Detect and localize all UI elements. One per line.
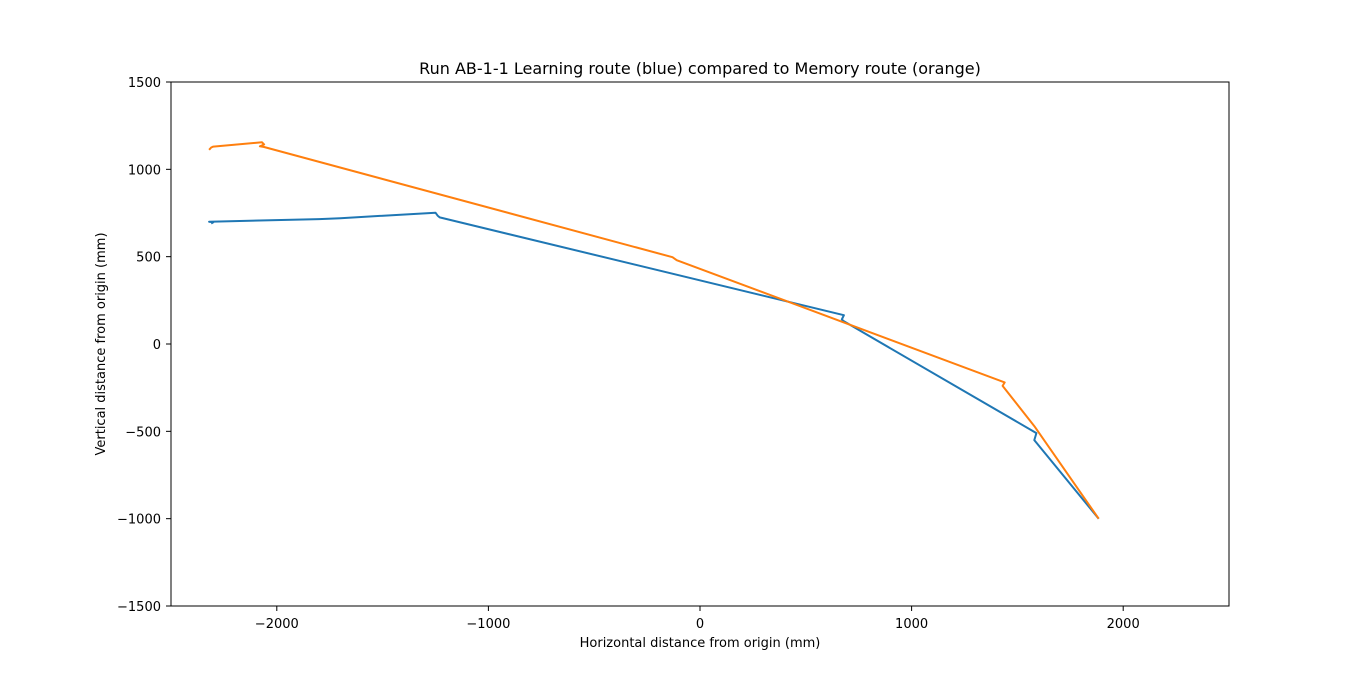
chart-title: Run AB-1-1 Learning route (blue) compare…	[419, 59, 981, 78]
x-tick-label: 0	[696, 617, 704, 632]
x-tick-label: −1000	[466, 617, 510, 632]
x-tick-label: 2000	[1107, 617, 1140, 632]
x-axis-label: Horizontal distance from origin (mm)	[580, 636, 821, 651]
y-tick-label: −1500	[117, 600, 161, 615]
y-tick-label: 1000	[128, 163, 161, 178]
plot-lines	[208, 141, 1100, 520]
y-axis-label: Vertical distance from origin (mm)	[94, 232, 109, 455]
route-line-memory	[208, 141, 1100, 520]
x-tick-label: −2000	[255, 617, 299, 632]
y-tick-label: 0	[153, 338, 161, 353]
y-axis-ticks: −1500 −1000 −500 0 500 1000 1500	[117, 76, 171, 615]
y-tick-label: −500	[125, 425, 161, 440]
x-tick-label: 1000	[895, 617, 928, 632]
y-tick-label: 1500	[128, 76, 161, 91]
x-axis-ticks: −2000 −1000 0 1000 2000	[255, 606, 1140, 632]
y-tick-label: 500	[136, 251, 161, 266]
route-line-learning	[208, 211, 1100, 520]
y-tick-label: −1000	[117, 513, 161, 528]
